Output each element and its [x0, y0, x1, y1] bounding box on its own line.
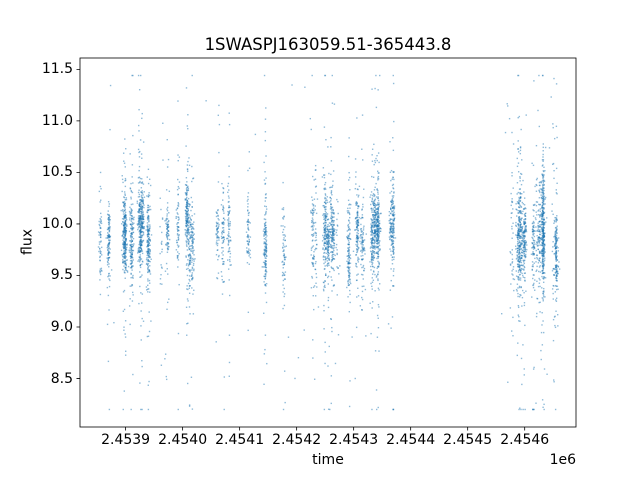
x-tick-label: 2.4544 — [386, 432, 436, 448]
y-tick-label: 10.5 — [41, 164, 73, 181]
x-tick-label: 2.4543 — [329, 432, 379, 448]
y-tick-label: 10.0 — [41, 215, 73, 232]
x-tick-label: 2.4541 — [215, 432, 265, 448]
x-tick-label: 2.4542 — [272, 432, 322, 448]
x-tick-label: 2.4545 — [443, 432, 493, 448]
y-axis-label: flux — [19, 229, 36, 255]
x-tick-label: 2.4540 — [158, 432, 208, 448]
y-tick-label: 11.5 — [41, 61, 73, 78]
x-axis-offset-label: 1e6 — [549, 452, 576, 468]
y-tick-label: 9.0 — [50, 319, 73, 336]
y-tick-label: 11.0 — [41, 112, 73, 129]
x-axis-label: time — [312, 452, 344, 468]
chart-title: 1SWASPJ163059.51-365443.8 — [204, 35, 452, 54]
x-tick-label: 2.4539 — [101, 432, 151, 448]
y-tick-label: 9.5 — [50, 267, 73, 284]
y-tick-label: 8.5 — [50, 370, 73, 387]
x-tick-label: 2.4546 — [500, 432, 550, 448]
